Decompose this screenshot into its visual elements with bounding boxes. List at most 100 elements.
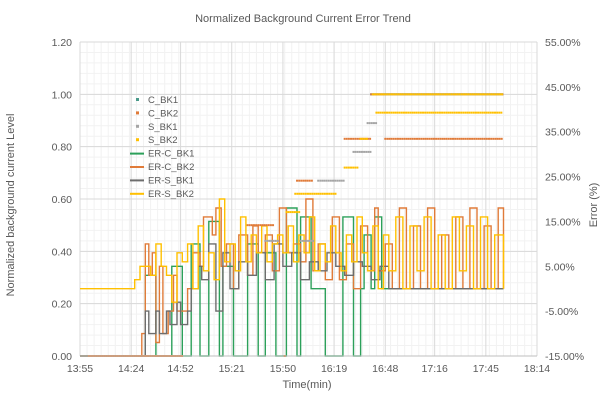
scatter-point — [435, 137, 438, 140]
scatter-point — [390, 137, 393, 140]
x-tick-label: 17:16 — [422, 363, 448, 375]
scatter-point — [368, 122, 371, 125]
scatter-point — [485, 137, 488, 140]
scatter-point — [492, 137, 495, 140]
scatter-point — [409, 137, 412, 140]
y2-tick-label: 45.00% — [545, 82, 581, 94]
legend-label: ER-C_BK1 — [148, 149, 194, 160]
scatter-point — [399, 137, 402, 140]
legend-item: ER-C_BK2 — [130, 162, 194, 173]
scatter-point — [412, 93, 415, 96]
scatter-point — [428, 111, 431, 114]
scatter-point — [378, 93, 381, 96]
scatter-point — [265, 224, 268, 227]
scatter-point — [394, 111, 397, 114]
scatter-point — [317, 179, 320, 182]
scatter-point — [469, 93, 472, 96]
scatter-point — [395, 93, 398, 96]
scatter-point — [452, 137, 455, 140]
scatter-point — [398, 111, 401, 114]
scatter-point — [498, 111, 501, 114]
scatter-point — [272, 224, 275, 227]
x-tick-label: 17:45 — [473, 363, 499, 375]
scatter-point — [323, 179, 326, 182]
scatter-point — [362, 137, 365, 140]
scatter-point — [354, 137, 357, 140]
legend-item: ER-C_BK1 — [130, 149, 194, 160]
scatter-point — [455, 111, 458, 114]
scatter-point — [477, 93, 480, 96]
scatter-point — [489, 111, 492, 114]
scatter-point — [259, 224, 262, 227]
scatter-point — [386, 111, 389, 114]
scatter-point — [257, 224, 260, 227]
scatter-point — [479, 93, 482, 96]
scatter-point — [375, 122, 378, 125]
scatter-point — [379, 111, 382, 114]
scatter-point — [426, 137, 429, 140]
scatter-point — [252, 224, 255, 227]
scatter-point — [301, 239, 304, 242]
scatter-point — [345, 166, 348, 169]
legend: C_BK1 C_BK2 S_BK1 S_BK2 ER-C_BK1 ER-C_BK2 ER-S… — [130, 95, 194, 200]
scatter-point — [354, 166, 357, 169]
scatter-point — [443, 111, 446, 114]
scatter-point — [302, 192, 305, 195]
scatter-point — [473, 93, 476, 96]
scatter-point — [401, 137, 404, 140]
scatter-point — [366, 137, 369, 140]
legend-swatch-marker — [136, 111, 139, 115]
scatter-point — [382, 93, 385, 96]
y-tick-label: 0.60 — [52, 194, 73, 206]
scatter-point — [449, 137, 452, 140]
scatter-point — [383, 111, 386, 114]
scatter-point — [405, 137, 408, 140]
scatter-point — [334, 192, 337, 195]
scatter-point — [363, 150, 366, 153]
scatter-point — [393, 93, 396, 96]
scatter-point — [416, 137, 419, 140]
scatter-point — [468, 137, 471, 140]
scatter-point — [487, 111, 490, 114]
legend-label: C_BK2 — [148, 108, 178, 119]
x-tick-label: 14:24 — [118, 363, 144, 375]
scatter-point — [287, 211, 290, 214]
scatter-point — [294, 192, 297, 195]
scatter-point — [390, 93, 393, 96]
scatter-point — [460, 137, 463, 140]
y2-tick-label: -5.00% — [545, 306, 578, 318]
scatter-point — [298, 211, 301, 214]
scatter-point — [319, 179, 322, 182]
scatter-point — [488, 137, 491, 140]
scatter-point — [485, 111, 488, 114]
legend-item: C_BK2 — [136, 108, 178, 119]
scatter-point — [402, 111, 405, 114]
scatter-point — [343, 166, 346, 169]
scatter-point — [343, 137, 346, 140]
scatter-point — [313, 192, 316, 195]
scatter-point — [403, 137, 406, 140]
scatter-point — [439, 137, 442, 140]
scatter-point — [451, 111, 454, 114]
x-tick-label: 18:14 — [524, 363, 550, 375]
scatter-point — [325, 179, 328, 182]
scatter-point — [424, 111, 427, 114]
scatter-point — [296, 211, 299, 214]
scatter-point — [484, 93, 487, 96]
scatter-point — [388, 93, 391, 96]
scatter-point — [496, 137, 499, 140]
scatter-point — [458, 137, 461, 140]
scatter-point — [462, 137, 465, 140]
scatter-point — [370, 93, 373, 96]
scatter-point — [401, 93, 404, 96]
scatter-point — [416, 93, 419, 96]
scatter-point — [310, 179, 313, 182]
scatter-point — [308, 239, 311, 242]
scatter-point — [432, 111, 435, 114]
scatter-point — [450, 93, 453, 96]
scatter-point — [386, 137, 389, 140]
y-tick-label: 0.80 — [52, 142, 73, 154]
scatter-point — [303, 239, 306, 242]
scatter-point — [435, 93, 438, 96]
